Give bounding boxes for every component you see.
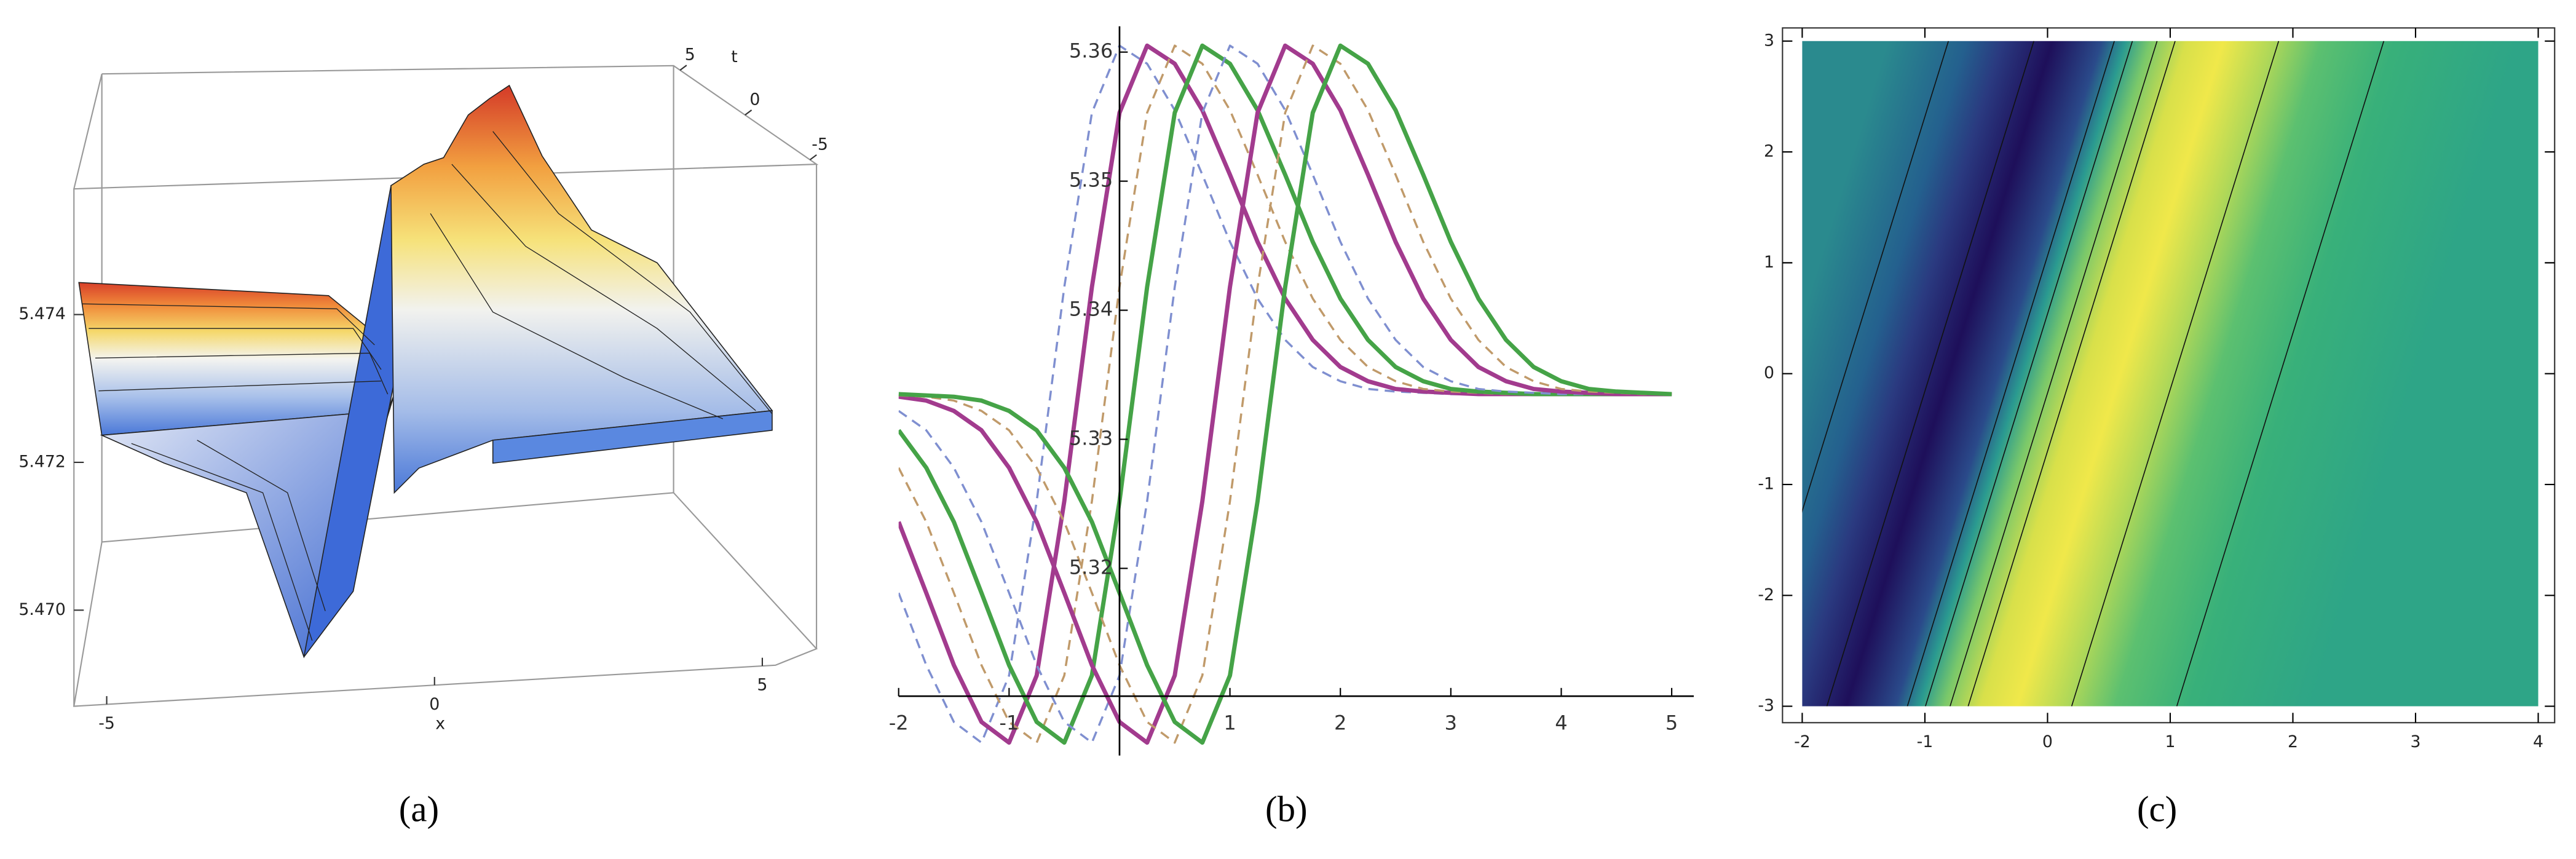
contour-line — [1826, 41, 2034, 707]
t-tick — [809, 154, 817, 160]
x-tick-label: 5 — [757, 676, 767, 695]
series-line — [898, 43, 1672, 745]
caption: (c) — [2137, 790, 2177, 829]
y-tick-label: 1 — [1764, 253, 1774, 272]
t-tick — [745, 109, 753, 116]
y-tick-label: 2 — [1764, 142, 1774, 161]
x-tick-label: -5 — [98, 714, 115, 733]
y-tick-label: 5.34 — [1069, 298, 1113, 321]
y-tick-label: 0 — [1764, 363, 1774, 382]
mesh-line — [492, 131, 773, 414]
caption: (a) — [399, 790, 439, 829]
surface-ridge — [390, 84, 773, 494]
x-tick-label: -2 — [1794, 732, 1811, 751]
y-tick-label: -2 — [1758, 585, 1774, 604]
contour-line — [1802, 41, 1949, 513]
caption: (b) — [1265, 790, 1308, 829]
x-tick-label: 4 — [2533, 732, 2543, 751]
contour-line — [2176, 41, 2385, 707]
contour-line — [1925, 41, 2133, 707]
y-tick-label: 5.35 — [1069, 168, 1113, 192]
contours — [1802, 41, 2385, 707]
t-tick-label: -5 — [812, 135, 828, 154]
z-tick-label: 5.474 — [18, 304, 65, 323]
mesh-line — [89, 328, 382, 370]
mesh-line — [82, 303, 375, 346]
contour-line — [1967, 41, 2176, 707]
series-line — [898, 43, 1672, 745]
z-tick-label: 5.472 — [18, 452, 65, 471]
contour-line — [1950, 41, 2158, 707]
x-tick-label: 1 — [2165, 732, 2175, 751]
x-tick-label: -2 — [889, 711, 909, 735]
box-bottom — [73, 492, 818, 707]
x-tick-label: 3 — [2411, 732, 2421, 751]
y-tick-label: -3 — [1758, 696, 1774, 715]
y-tick-label: -1 — [1758, 474, 1774, 493]
x-tick-label: 4 — [1555, 711, 1567, 735]
y-tick-label: 5.32 — [1069, 555, 1113, 579]
mesh-line — [451, 164, 756, 411]
z-tick-label: 5.470 — [18, 600, 65, 619]
series-line — [898, 44, 1672, 744]
x-tick-label: 5 — [1665, 711, 1678, 735]
line-plot — [898, 43, 1672, 745]
mesh-line — [98, 381, 381, 392]
x-tick-label: -1 — [1917, 732, 1934, 751]
t-tick-label: 0 — [749, 90, 760, 109]
x-tick-label: 0 — [429, 695, 440, 714]
x-tick-label: 3 — [1445, 711, 1457, 735]
mesh-line — [430, 213, 724, 419]
x-axis-label: x — [435, 714, 445, 733]
mesh-line — [197, 440, 326, 611]
mesh-line — [95, 352, 389, 395]
t-tick — [679, 65, 687, 71]
x-tick-label: 0 — [2042, 732, 2053, 751]
x-tick-label: -1 — [999, 711, 1019, 735]
surface-plateau — [78, 282, 389, 436]
t-axis-label: t — [731, 47, 737, 66]
x-tick-label: 2 — [1334, 711, 1346, 735]
mesh-line — [131, 443, 313, 641]
series-line — [898, 44, 1672, 744]
series-line — [898, 44, 1672, 744]
y-tick-label: 3 — [1764, 31, 1774, 50]
t-tick-label: 5 — [685, 46, 695, 65]
x-tick-label: 1 — [1223, 711, 1236, 735]
surface-panel — [73, 65, 819, 707]
x-tick-label: 2 — [2288, 732, 2298, 751]
density-field — [1802, 41, 2538, 707]
contour-line — [1906, 41, 2115, 707]
mesh — [82, 131, 773, 641]
y-tick-label: 5.36 — [1069, 39, 1113, 63]
y-tick-label: 5.33 — [1069, 426, 1113, 449]
surface-edge — [492, 410, 773, 464]
contour-line — [2071, 41, 2280, 707]
series-line — [898, 44, 1672, 744]
surface — [78, 84, 773, 659]
